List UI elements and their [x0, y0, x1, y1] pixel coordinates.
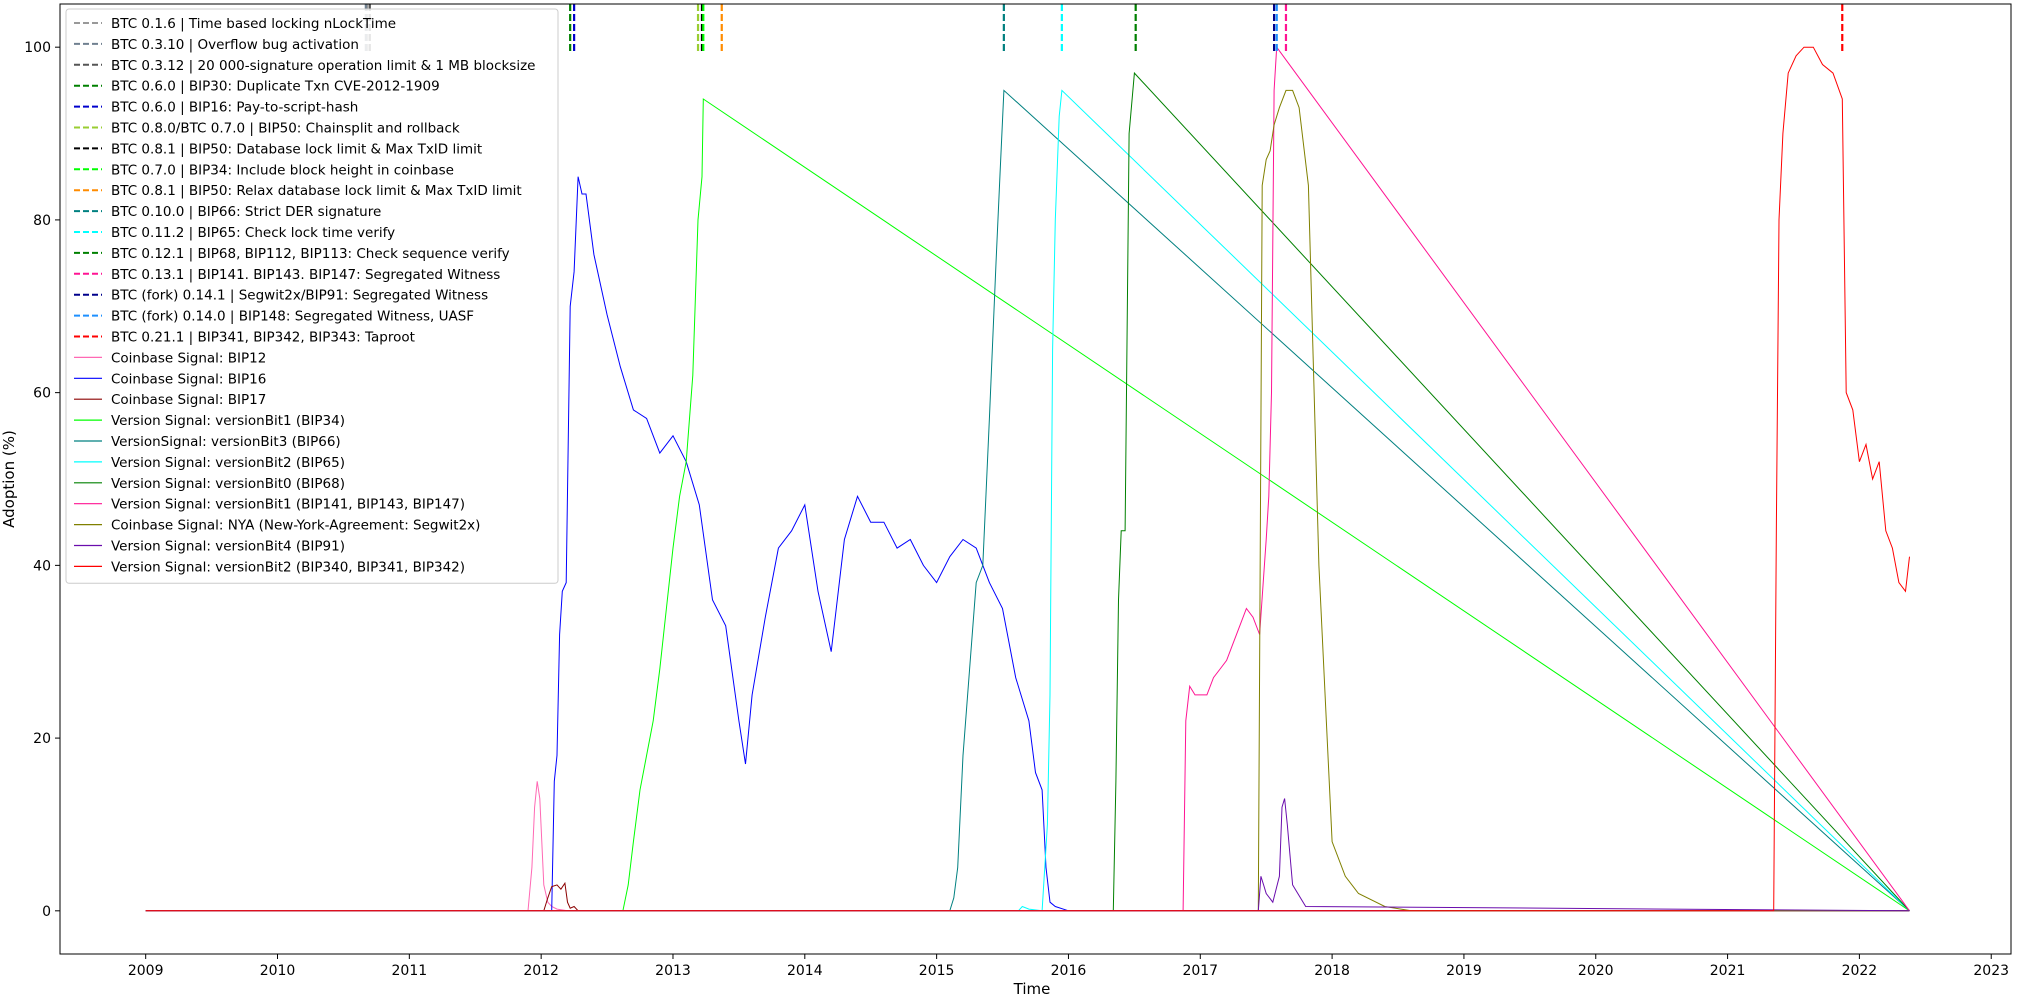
legend-label: BTC 0.3.12 | 20 000-signature operation …: [111, 58, 536, 74]
x-tick-label: 2018: [1314, 963, 1350, 979]
legend-label: BTC 0.6.0 | BIP30: Duplicate Txn CVE-201…: [111, 79, 440, 95]
x-tick-label: 2017: [1182, 963, 1218, 979]
plot-frame: [59, 3, 2012, 955]
legend-label: Version Signal: versionBit2 (BIP65): [111, 455, 345, 471]
legend-label: BTC 0.6.0 | BIP16: Pay-to-script-hash: [111, 100, 358, 116]
x-tick-label: 2014: [787, 963, 823, 979]
x-tick-label: 2013: [655, 963, 691, 979]
legend-label: Version Signal: versionBit1 (BIP141, BIP…: [111, 497, 465, 513]
x-tick-label: 2019: [1446, 963, 1482, 979]
series-line: [145, 46, 1910, 912]
legend-label: BTC 0.10.0 | BIP66: Strict DER signature: [111, 204, 381, 220]
y-tick-label: 60: [33, 386, 51, 402]
legend: BTC 0.1.6 | Time based locking nLockTime…: [65, 8, 559, 584]
legend-label: BTC (fork) 0.14.1 | Segwit2x/BIP91: Segr…: [111, 288, 488, 304]
x-tick-label: 2010: [260, 963, 296, 979]
legend-label: Version Signal: versionBit4 (BIP91): [111, 539, 345, 555]
legend-label: VersionSignal: versionBit3 (BIP66): [111, 434, 341, 450]
legend-label: BTC 0.13.1 | BIP141. BIP143. BIP147: Seg…: [111, 267, 500, 283]
series-line: [145, 89, 1910, 912]
series-line: [145, 176, 1910, 912]
series-line: [145, 71, 1910, 912]
x-tick-label: 2011: [392, 963, 428, 979]
y-tick-label: 0: [42, 904, 51, 920]
y-tick-label: 20: [33, 731, 51, 747]
legend-label: BTC 0.8.1 | BIP50: Relax database lock l…: [111, 183, 522, 199]
series-line: [145, 798, 1910, 912]
y-tick-label: 40: [33, 558, 51, 574]
legend-label: Version Signal: versionBit0 (BIP68): [111, 476, 345, 492]
legend-label: Coinbase Signal: BIP17: [111, 392, 266, 408]
legend-label: BTC 0.21.1 | BIP341, BIP342, BIP343: Tap…: [111, 330, 415, 346]
axes: 2009 2010 2011 2012 2013 2014 2015 2016 2017 2018…: [24, 3, 2012, 979]
y-axis-label: Adoption (%): [0, 430, 18, 528]
y-tick-label: 80: [33, 213, 51, 229]
x-tick-label: 2012: [523, 963, 559, 979]
series-line: [145, 98, 1910, 912]
legend-label: Version Signal: versionBit1 (BIP34): [111, 413, 345, 429]
legend-label: BTC 0.11.2 | BIP65: Check lock time veri…: [111, 225, 395, 241]
legend-label: BTC 0.3.10 | Overflow bug activation: [111, 37, 359, 53]
legend-label: BTC (fork) 0.14.0 | BIP148: Segregated W…: [111, 309, 474, 325]
legend-label: BTC 0.12.1 | BIP68, BIP112, BIP113: Chec…: [111, 246, 510, 262]
legend-label: Coinbase Signal: BIP16: [111, 371, 266, 387]
y-tick-label: 100: [24, 40, 51, 56]
series-line: [145, 89, 1910, 912]
x-axis-label: Time: [1013, 980, 1051, 998]
legend-label: Coinbase Signal: BIP12: [111, 350, 266, 366]
x-tick-label: 2022: [1842, 963, 1878, 979]
series-line: [145, 45, 1910, 912]
legend-box: [65, 8, 559, 584]
legend-label: BTC 0.8.0/BTC 0.7.0 | BIP50: Chainsplit …: [111, 121, 460, 137]
legend-label: Version Signal: versionBit2 (BIP340, BIP…: [111, 559, 465, 575]
x-tick-label: 2023: [1973, 963, 2009, 979]
series-line: [145, 781, 1910, 912]
legend-label: BTC 0.8.1 | BIP50: Database lock limit &…: [111, 141, 482, 157]
x-tick-label: 2020: [1578, 963, 1614, 979]
x-tick-label: 2016: [1051, 963, 1087, 979]
legend-label: Coinbase Signal: NYA (New-York-Agreement…: [111, 518, 480, 534]
legend-label: BTC 0.7.0 | BIP34: Include block height …: [111, 162, 454, 178]
series-line: [145, 881, 1910, 912]
x-tick-label: 2009: [128, 963, 164, 979]
x-tick-label: 2015: [919, 963, 955, 979]
legend-label: BTC 0.1.6 | Time based locking nLockTime: [111, 16, 396, 32]
x-tick-label: 2021: [1710, 963, 1746, 979]
series-line: [145, 89, 1910, 912]
